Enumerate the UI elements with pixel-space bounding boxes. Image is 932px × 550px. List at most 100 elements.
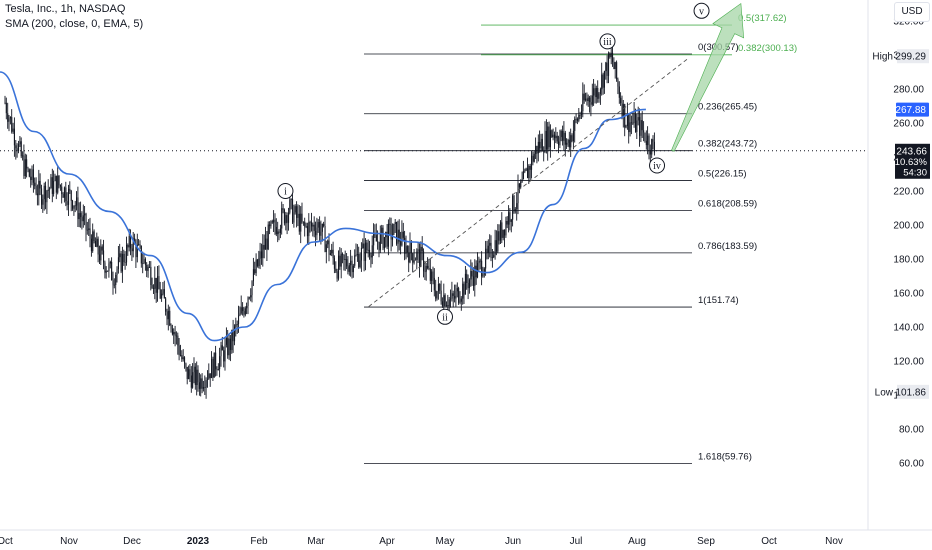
trend-line-dashed <box>368 58 689 307</box>
candle-body <box>585 98 587 101</box>
candle-body <box>163 289 165 299</box>
candle-body <box>397 229 399 244</box>
candle-body <box>136 244 138 258</box>
candle-body <box>161 293 163 299</box>
candle-body <box>593 88 595 96</box>
candle-body <box>68 188 70 205</box>
candle-body <box>235 324 237 327</box>
candle-body <box>416 251 418 260</box>
candle-body <box>320 231 322 236</box>
candle-body <box>363 243 365 261</box>
candle-body <box>589 97 591 103</box>
candle-body <box>512 195 514 220</box>
candle-body <box>566 142 568 145</box>
candle-body <box>491 257 493 259</box>
candle-body <box>516 203 518 210</box>
candle-body <box>63 187 65 198</box>
candle-body <box>252 269 254 282</box>
candle-body <box>446 305 448 307</box>
candle-body <box>651 139 653 155</box>
candle-body <box>120 253 122 272</box>
candle-body <box>495 240 497 252</box>
candle-body <box>489 242 491 246</box>
candle-body <box>351 260 353 273</box>
candle-body <box>103 250 105 263</box>
candle-body <box>644 132 646 141</box>
candle-body <box>641 120 643 131</box>
candle-body <box>26 159 28 169</box>
candle-body <box>524 170 526 172</box>
time-axis[interactable]: Oct Nov Dec 2023 Feb Mar Apr May Jun Jul Aug Sep Oct… <box>0 529 932 547</box>
candle-body <box>107 270 109 272</box>
candle-body <box>205 380 207 388</box>
candle-body <box>450 298 452 300</box>
candle-body <box>27 168 29 170</box>
trend-line[interactable] <box>368 58 689 307</box>
candle-body <box>277 231 279 235</box>
candle-body <box>144 259 146 265</box>
candle-body <box>540 138 542 149</box>
candle-body <box>225 338 227 345</box>
candle-body <box>406 246 408 253</box>
price-axis[interactable]: 60.0080.00100.00120.00140.00160.00180.00… <box>867 0 930 530</box>
candle-body <box>23 155 25 176</box>
candle-body <box>104 262 106 273</box>
projection-arrow-shape <box>671 2 745 152</box>
candle-body <box>506 221 508 225</box>
candle-body <box>601 74 603 90</box>
candle-body <box>169 310 171 326</box>
candle-body <box>139 244 141 246</box>
candle-body <box>8 118 10 122</box>
candle-body <box>229 338 231 350</box>
fibonacci-extension[interactable]: 0.618(335.10)0.5(317.62)0.382(300.13) <box>481 0 797 56</box>
candle-body <box>636 120 638 132</box>
candle-body <box>247 297 249 306</box>
candle-body <box>473 276 475 286</box>
price-tick-label: 160.00 <box>893 289 924 300</box>
fib-level-label: 0.382(243.72) <box>698 139 757 150</box>
candle-body <box>317 222 319 228</box>
candle-body <box>539 141 541 149</box>
candle-body <box>19 141 21 145</box>
currency-button[interactable]: USD <box>894 2 930 22</box>
candle-body <box>393 224 395 235</box>
candle-body <box>97 238 99 255</box>
indicator-legend[interactable]: SMA (200, close, 0, EMA, 5) <box>5 18 144 30</box>
price-marker-value: 101.86 <box>895 387 926 398</box>
candle-body <box>505 221 507 236</box>
candle-body <box>582 93 584 112</box>
candle-body <box>42 199 44 205</box>
projection-arrow[interactable] <box>671 2 745 152</box>
candle-body <box>113 284 115 286</box>
candle-body <box>355 254 357 256</box>
candle-body <box>246 305 248 309</box>
candle-body <box>323 223 325 226</box>
fib-level-label: 1.618(59.76) <box>698 451 752 462</box>
fibonacci-retracement[interactable]: 0(300.57)0.236(265.45)0.382(243.72)0.5(2… <box>364 42 757 464</box>
candle-body <box>525 168 527 171</box>
candle-body <box>444 295 446 307</box>
candle-body <box>9 117 11 119</box>
wave-label-circle <box>693 2 710 19</box>
candle-body <box>578 114 580 121</box>
candle-body <box>466 273 468 283</box>
fib-level-label: 0.786(183.59) <box>698 241 757 252</box>
candle-body <box>510 219 512 222</box>
candle-body <box>579 114 581 116</box>
candle-body <box>193 366 195 373</box>
fib-level-label: 0.618(208.59) <box>698 198 757 209</box>
candle-body <box>238 315 240 324</box>
candle-body <box>128 236 130 248</box>
candle-body <box>39 180 41 189</box>
candle-body <box>485 248 487 269</box>
candle-body <box>340 253 342 267</box>
candle-body <box>419 249 421 267</box>
candle-body <box>22 155 24 157</box>
candle-body <box>432 271 434 278</box>
candle-body <box>390 224 392 240</box>
candle-body <box>167 310 169 320</box>
candle-body <box>74 205 76 207</box>
candle-body <box>633 113 635 124</box>
